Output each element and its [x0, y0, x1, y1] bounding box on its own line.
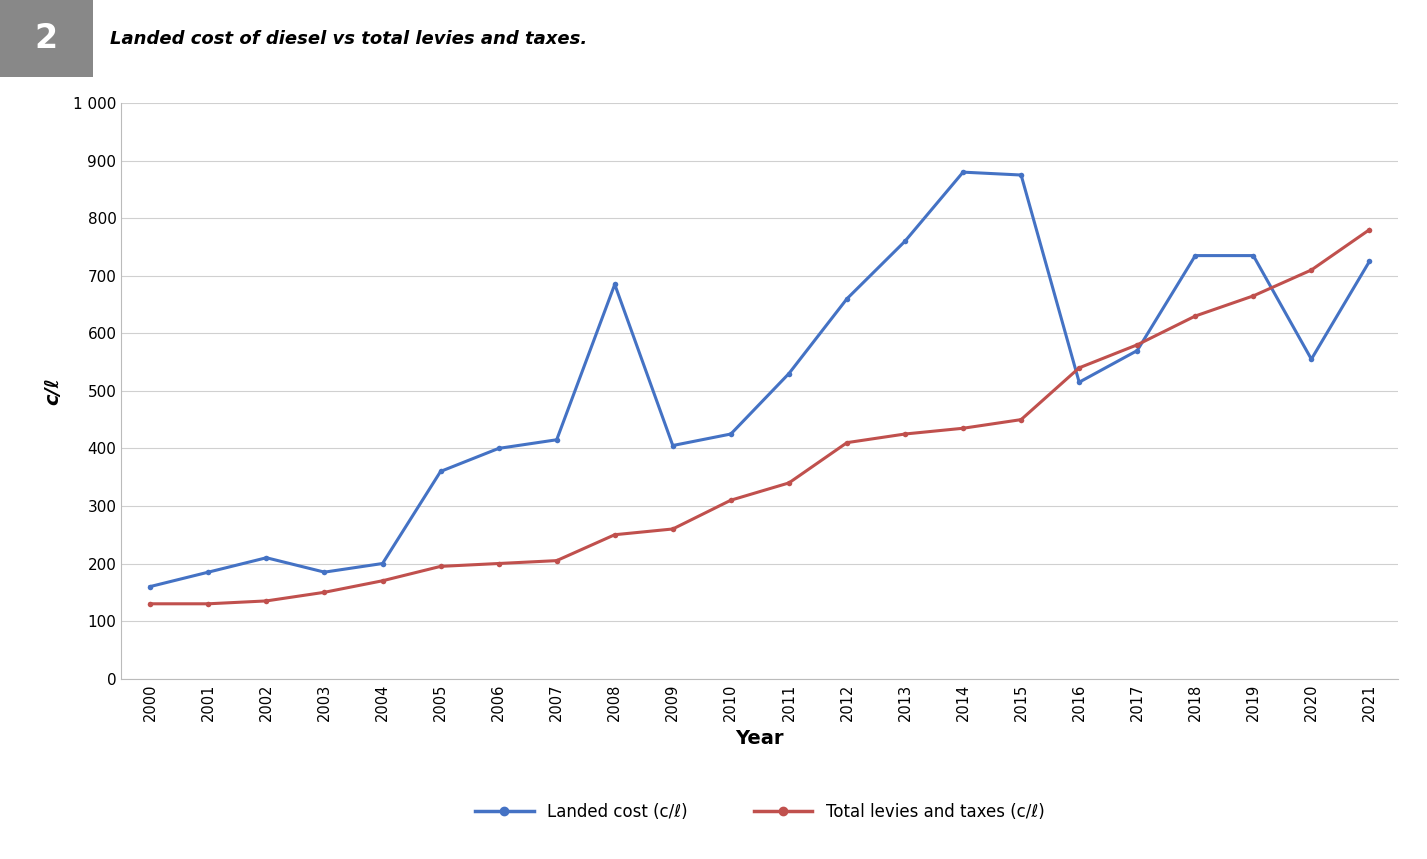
Text: Landed cost of diesel vs total levies and taxes.: Landed cost of diesel vs total levies an… — [110, 30, 586, 47]
Legend: Landed cost (c/ℓ), Total levies and taxes (c/ℓ): Landed cost (c/ℓ), Total levies and taxe… — [468, 796, 1052, 827]
X-axis label: Year: Year — [736, 729, 783, 748]
Y-axis label: c/ℓ: c/ℓ — [43, 377, 61, 405]
Bar — [0, 0, 93, 77]
Text: 2: 2 — [34, 22, 59, 55]
